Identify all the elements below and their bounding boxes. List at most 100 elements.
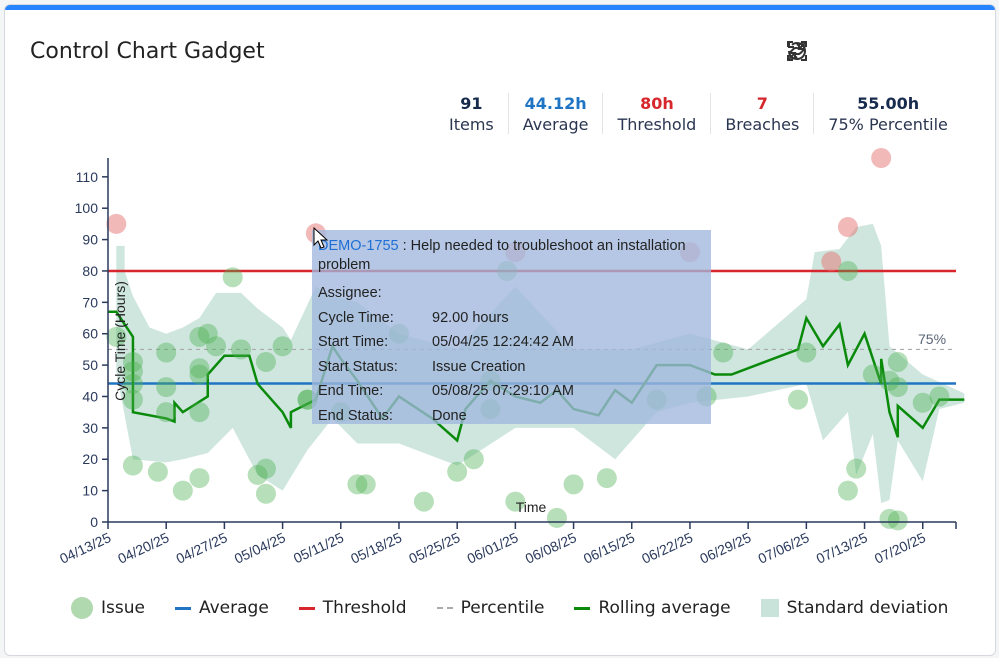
issue-point [189,402,210,423]
x-tick-label: 06/22/25 [639,529,695,567]
issue-point [147,461,168,482]
breach-point [837,217,858,238]
y-tick-label: 90 [82,232,98,248]
x-axis-label: Time [516,499,547,515]
issue-point [929,386,950,407]
issue-key-link[interactable]: DEMO-1755 [318,238,399,254]
issue-point [231,339,252,360]
control-chart-card: Control Chart Gadget 91 Items 44.12h Avera… [4,4,996,656]
issue-point [796,342,817,363]
y-tick-label: 70 [82,294,98,310]
issue-point [156,342,177,363]
legend-issue[interactable]: Issue [71,597,145,619]
issue-point [887,510,908,531]
summary-stats: 91 Items 44.12h Average 80h Threshold 7 Brea… [435,93,962,134]
issue-tooltip: DEMO-1755 : Help needed to troubleshoot … [312,230,711,424]
issue-point [189,468,210,489]
issue-point [255,483,276,504]
issue-point [197,323,218,344]
legend-threshold[interactable]: Threshold [298,598,407,618]
issue-point [505,491,526,512]
stat-breaches: 7 Breaches [710,93,813,134]
breach-point [821,251,842,272]
issue-point [879,370,900,391]
x-tick-label: 05/11/25 [291,529,346,566]
issue-point [122,389,143,410]
y-tick-label: 0 [90,514,98,530]
x-tick-label: 07/06/25 [755,529,811,567]
issue-point [463,449,484,470]
issue-point [156,402,177,423]
accent-bar [5,5,995,10]
x-tick-label: 05/18/25 [348,529,404,567]
issue-point [189,326,210,347]
issue-point [879,508,900,529]
x-tick-label: 06/08/25 [523,529,579,567]
chart-legend: Issue Average Threshold Percentile Rolli… [71,597,948,619]
y-axis-label: Cycle Time (Hours) [112,281,128,401]
issue-summary: : Help needed to troubleshoot an install… [318,238,686,273]
tooltip-row-end-status: End Status: Done [318,407,467,424]
y-tick-label: 40 [82,388,98,404]
tooltip-row-start-status: Start Status: Issue Creation [318,358,526,375]
x-tick-label: 06/01/25 [464,529,520,567]
issue-point [222,267,243,288]
issue-point [272,336,293,357]
issue-point [106,326,127,347]
x-tick-label: 06/15/25 [581,529,637,567]
issue-point [413,491,434,512]
issue-point [887,377,908,398]
mouse-cursor-icon [313,227,329,249]
tooltip-row-cycle-time: Cycle Time: 92.00 hours [318,309,509,326]
issue-point [837,260,858,281]
y-tick-label: 80 [82,263,98,279]
y-tick-label: 30 [82,420,98,436]
issue-point [189,364,210,385]
issue-point [206,336,227,357]
issue-point [189,358,210,379]
issue-point [122,373,143,394]
issue-point [255,351,276,372]
x-tick-label: 05/25/25 [406,529,462,567]
issue-point [563,474,584,495]
legend-rolling-average[interactable]: Rolling average [574,598,731,618]
issue-point [846,458,867,479]
stat-threshold: 80h Threshold [602,93,710,134]
y-tick-label: 50 [82,357,98,373]
issue-point [247,464,268,485]
breach-point [871,148,892,168]
issue-point [596,468,617,489]
x-tick-label: 07/20/25 [872,529,928,567]
issue-point [156,377,177,398]
y-tick-label: 20 [82,451,98,467]
gadget-title: Control Chart Gadget [30,39,265,64]
issue-point [122,361,143,382]
issue-point [122,455,143,476]
y-tick-label: 100 [75,200,99,216]
x-tick-label: 05/04/25 [232,529,288,567]
issue-point [255,458,276,479]
stat-percentile: 55.00h 75% Percentile [813,93,962,134]
legend-average[interactable]: Average [174,598,269,618]
issue-point [862,364,883,385]
issue-point [122,351,143,372]
legend-percentile[interactable]: Percentile [436,598,544,618]
issue-point [546,507,567,528]
tooltip-row-assignee: Assignee: [318,285,382,301]
x-tick-label: 04/27/25 [174,529,230,567]
link-icon[interactable] [788,39,955,65]
issue-point [912,392,933,413]
issue-point [713,342,734,363]
issue-point [172,480,193,501]
x-tick-label: 04/13/25 [57,529,113,567]
y-tick-label: 110 [76,169,99,185]
issue-point [837,480,858,501]
toolbar [785,39,955,65]
y-tick-label: 10 [82,483,98,499]
issue-point [447,461,468,482]
stat-average: 44.12h Average [507,93,603,134]
issue-point [347,474,368,495]
issue-point [355,474,376,495]
legend-standard-deviation[interactable]: Standard deviation [760,598,948,618]
tooltip-row-start-time: Start Time: 05/04/25 12:24:42 AM [318,334,574,350]
